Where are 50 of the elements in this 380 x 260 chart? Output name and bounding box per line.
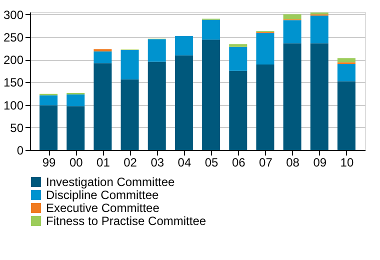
x-tick-label: 05 <box>204 156 219 170</box>
bar <box>202 20 220 40</box>
x-tick-label: 07 <box>259 156 273 170</box>
y-tick-label: 150 <box>3 76 24 90</box>
x-tick-label: 02 <box>124 156 138 170</box>
y-tick-label: 250 <box>3 30 24 44</box>
x-tick-label: 03 <box>150 156 164 170</box>
legend-label: Discipline Committee <box>46 188 160 202</box>
bar <box>94 63 112 150</box>
bar <box>229 70 248 150</box>
legend-label: Fitness to Practise Committee <box>46 214 206 228</box>
bar <box>283 14 302 20</box>
bar <box>40 95 58 106</box>
bar <box>229 46 248 71</box>
bar <box>337 81 356 150</box>
bar <box>40 105 58 150</box>
bar <box>66 106 85 150</box>
legend-label: Investigation Committee <box>46 175 176 189</box>
bar <box>120 50 139 80</box>
x-tick-label: 10 <box>340 156 354 170</box>
bar <box>283 43 302 150</box>
bar <box>202 40 220 150</box>
bar <box>120 79 139 150</box>
bar <box>283 20 302 44</box>
x-tick-label: 06 <box>232 156 246 170</box>
bar <box>148 62 166 150</box>
x-tick-label: 09 <box>313 156 327 170</box>
x-tick-label: 01 <box>96 156 110 170</box>
bar <box>66 94 85 106</box>
bar <box>256 32 274 64</box>
y-tick-label: 50 <box>10 120 24 135</box>
bar <box>337 58 356 62</box>
bar <box>229 44 248 47</box>
y-tick-label: 0 <box>16 144 24 158</box>
x-tick-label: 00 <box>69 156 84 170</box>
y-tick-label: 100 <box>3 98 24 112</box>
bar <box>337 64 356 82</box>
y-tick-label: 300 <box>3 8 24 22</box>
x-tick-label: 04 <box>178 156 192 170</box>
bar <box>256 64 274 150</box>
bar <box>310 43 328 150</box>
x-tick-label: 08 <box>286 156 300 170</box>
y-tick-label: 200 <box>3 53 24 68</box>
bar <box>148 39 166 62</box>
legend-label: Executive Committee <box>46 201 160 215</box>
bar <box>94 51 112 64</box>
bar <box>310 16 328 44</box>
bar <box>174 36 193 56</box>
bar <box>174 55 193 150</box>
x-tick-label: 99 <box>42 156 56 170</box>
